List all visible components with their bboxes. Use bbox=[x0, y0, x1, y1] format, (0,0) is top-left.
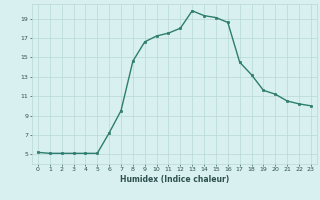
X-axis label: Humidex (Indice chaleur): Humidex (Indice chaleur) bbox=[120, 175, 229, 184]
